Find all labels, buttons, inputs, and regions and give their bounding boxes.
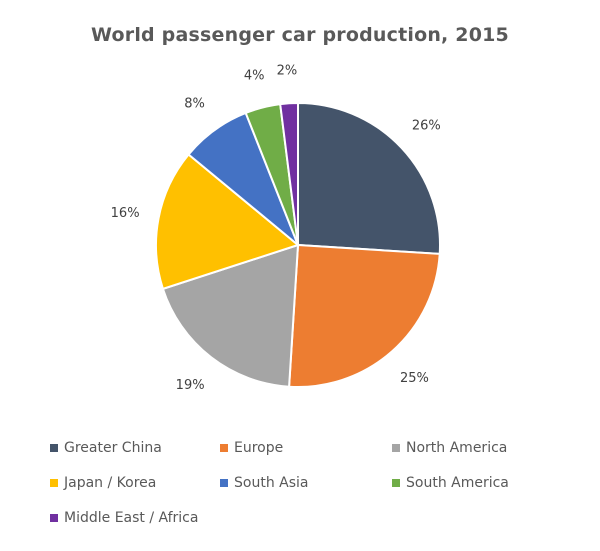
data-label-europe: 25%	[400, 371, 429, 386]
data-label-south-america: 4%	[244, 69, 265, 84]
pie-slice-north-america	[161, 243, 300, 388]
data-label-greater-china: 26%	[412, 119, 441, 134]
data-label-south-asia: 8%	[184, 97, 205, 112]
pie-slice-europe	[288, 243, 441, 388]
data-label-japan-korea: 16%	[111, 206, 140, 221]
chart-title: World passenger car production, 2015	[91, 24, 509, 46]
pie-slice-japan-korea	[155, 153, 301, 291]
data-label-middle-east-africa: 2%	[277, 63, 298, 78]
pie-slice-greater-china	[297, 101, 441, 255]
pie-slice-middle-east-africa	[279, 101, 299, 246]
data-label-north-america: 19%	[176, 378, 205, 393]
